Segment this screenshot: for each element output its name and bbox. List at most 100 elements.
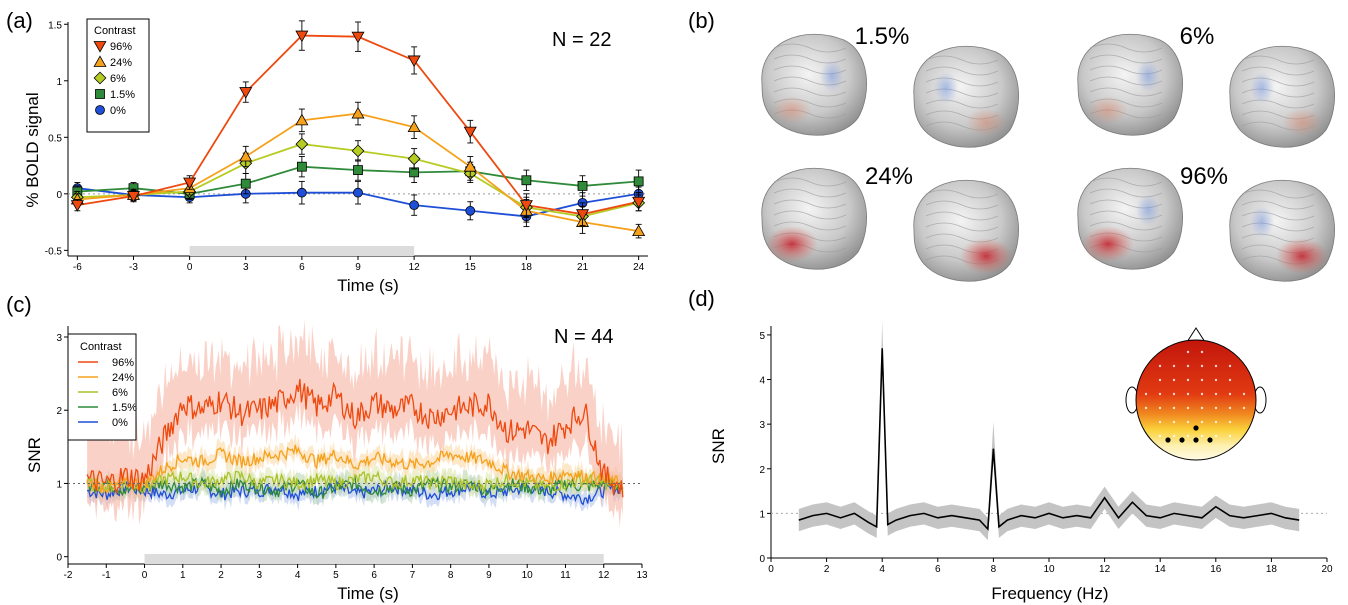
- brain-label-96: 96%: [1180, 163, 1228, 190]
- brain-sulcus: [773, 43, 847, 53]
- series-line: [86, 444, 624, 493]
- activation-blob: [1276, 238, 1328, 274]
- panel-c-x-tick-label: 5: [333, 570, 339, 581]
- data-point: [407, 152, 421, 166]
- brain-sulcus: [1241, 200, 1315, 210]
- data-point: [239, 87, 253, 99]
- data-point: [95, 105, 105, 115]
- data-point: [353, 187, 363, 198]
- brain-renders: [761, 33, 1336, 282]
- data-point: [351, 106, 365, 119]
- panel-b-label: (b): [688, 8, 715, 33]
- panel-d-x-tick-label: 6: [935, 564, 941, 575]
- panel-a-label: (a): [6, 8, 33, 33]
- brain-sulcus: [1089, 87, 1163, 97]
- panel-a-x-tick-label: 21: [577, 262, 589, 273]
- activation-blob: [772, 96, 812, 124]
- electrode-dot: [1172, 378, 1176, 382]
- panel-d-x-tick-label: 4: [879, 564, 885, 575]
- data-point: [521, 175, 532, 186]
- deactivation-blob: [1136, 194, 1160, 226]
- data-point: [295, 30, 309, 43]
- spectrum-line: [798, 348, 1300, 531]
- data-point: [353, 165, 363, 175]
- scalp-topography-inset: [1125, 327, 1267, 461]
- panel-d-y-tick-label: 0: [759, 554, 765, 565]
- selected-electrode: [1165, 437, 1171, 443]
- electrode-dot: [1158, 364, 1162, 368]
- electrode-dot: [1242, 406, 1246, 410]
- data-point: [577, 181, 588, 191]
- brain-sulcus: [1241, 99, 1315, 109]
- panel-d-x-tick-label: 16: [1210, 564, 1222, 575]
- panel-d-label: (d): [688, 286, 715, 311]
- legend-item-label: 24%: [110, 57, 132, 69]
- panel-c-x-tick-label: 12: [598, 570, 610, 581]
- panel-a-y-tick-label: 0.5: [48, 133, 62, 144]
- brain-sulcus: [773, 210, 847, 220]
- panel-a-y-tick-label: 1: [56, 77, 62, 88]
- data-point: [632, 224, 646, 237]
- electrode-dot: [1214, 364, 1218, 368]
- electrode-dot: [1172, 406, 1176, 410]
- panel-a-x-tick-label: 12: [409, 262, 421, 273]
- panel-a-legend-title: Contrast: [94, 25, 136, 37]
- data-point: [126, 191, 141, 203]
- bold-timecourse-chart: -6 -3 0 3 6 9 12 15 18 21 24 -0.5 0 0.5 1 1.5: [45, 20, 648, 273]
- data-point: [70, 200, 84, 212]
- panel-a-y-tick-label: -0.5: [45, 246, 63, 257]
- brain-sulcus: [925, 200, 999, 210]
- electrode-dot: [1228, 392, 1232, 396]
- panel-c-x-tick-label: 0: [142, 570, 148, 581]
- panel-d-y-tick-label: 5: [759, 331, 765, 342]
- panel-a-y-axis-label: % BOLD signal: [23, 92, 42, 207]
- electrode-dot: [1200, 434, 1204, 438]
- brain-sulcus: [1089, 221, 1163, 231]
- electrode-dot: [1200, 378, 1204, 382]
- panel-d-x-tick-label: 18: [1266, 564, 1278, 575]
- panel-c-label: (c): [6, 292, 32, 317]
- brain-label-6: 6%: [1180, 23, 1215, 50]
- electrode-dot: [1228, 406, 1232, 410]
- electrode-dot: [1158, 434, 1162, 438]
- brain-sulcus: [1241, 66, 1315, 76]
- brain-sulcus: [1241, 55, 1315, 65]
- data-point: [296, 187, 307, 198]
- panel-d-x-tick-label: 12: [1099, 564, 1111, 575]
- electrode-dot: [1200, 392, 1204, 396]
- electrode-dot: [1158, 406, 1162, 410]
- activation-blob: [966, 108, 1006, 136]
- data-point: [93, 71, 107, 85]
- electrode-dot: [1200, 420, 1204, 424]
- deactivation-blob: [934, 72, 958, 104]
- legend-item-label: 96%: [110, 41, 132, 53]
- data-point: [409, 200, 420, 211]
- activation-blob: [960, 238, 1012, 274]
- brain-view: [1077, 167, 1184, 270]
- legend-item-label: 1.5%: [112, 402, 137, 414]
- panel-d-y-axis-label: SNR: [709, 428, 728, 464]
- panel-c-x-tick-label: -1: [102, 570, 111, 581]
- legend-item-label: 96%: [112, 357, 134, 369]
- panel-c-x-tick-label: 8: [448, 570, 454, 581]
- brain-view: [1077, 33, 1184, 136]
- data-point: [295, 113, 309, 126]
- scalp-map: [1135, 339, 1257, 461]
- electrode-dot: [1214, 434, 1218, 438]
- activation-blob: [1088, 96, 1128, 124]
- brain-sulcus: [773, 221, 847, 231]
- electrode-dot: [1214, 392, 1218, 396]
- data-point: [240, 178, 251, 189]
- confidence-band: [798, 321, 1300, 541]
- panel-d-y-tick-label: 1: [759, 509, 765, 520]
- brain-view: [1229, 179, 1336, 282]
- brain-sulcus: [1089, 43, 1163, 53]
- panel-d-y-tick-label: 4: [759, 376, 765, 387]
- electrode-dot: [1228, 420, 1232, 424]
- brain-view: [761, 167, 868, 270]
- electrode-dot: [1158, 378, 1162, 382]
- data-point: [295, 137, 309, 151]
- panel-c-x-axis-label: Time (s): [337, 584, 399, 603]
